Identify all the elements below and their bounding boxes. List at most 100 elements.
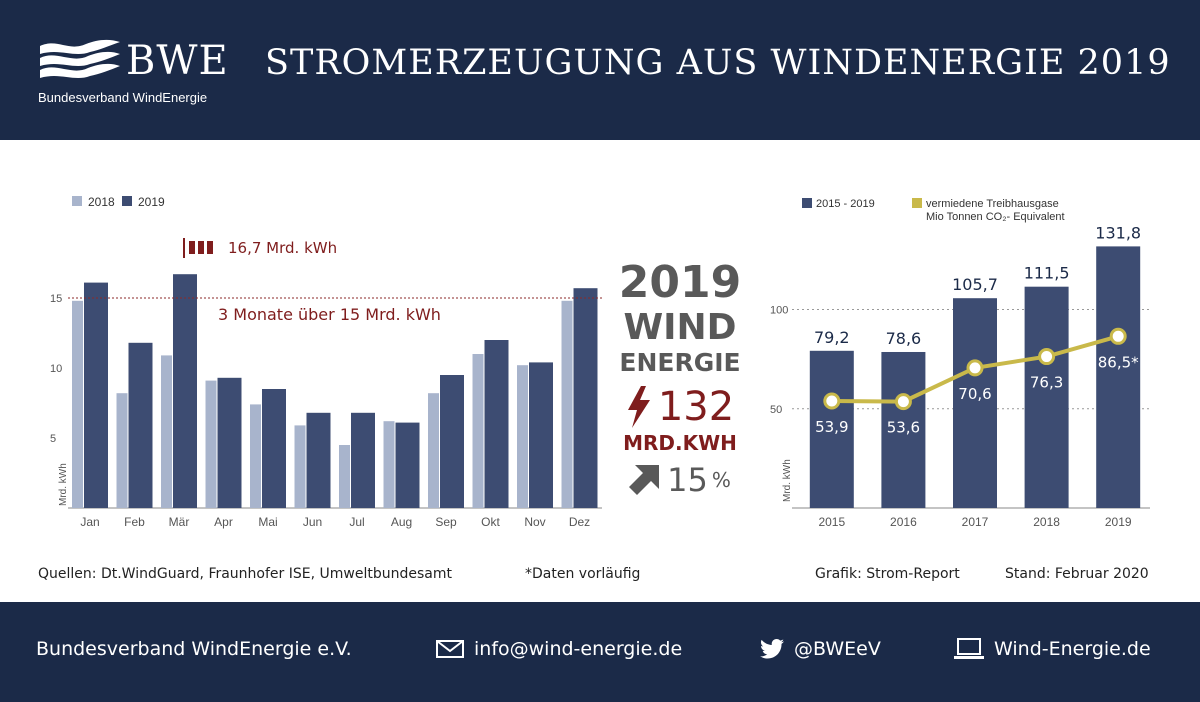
x-tick-label: Okt — [481, 515, 500, 529]
footer-email: info@wind-energie.de — [474, 638, 683, 660]
left-ylabel: Mrd. kWh — [58, 463, 69, 506]
bar-2019 — [529, 362, 553, 508]
bar-2018 — [116, 393, 128, 508]
x-tick-label: Jun — [303, 515, 322, 529]
bar-2019 — [573, 288, 598, 508]
x-tick-label: Dez — [569, 515, 590, 529]
bar-2019 — [217, 377, 242, 508]
bar-2018 — [517, 365, 528, 508]
envelope-icon — [436, 640, 464, 658]
legend-annual: 2015 - 2019 vermiedene Treibhausgase Mio… — [802, 198, 1065, 223]
logo-text: BWE — [126, 38, 229, 84]
footer-email-item[interactable]: info@wind-energie.de — [436, 638, 682, 660]
bar-2019 — [128, 342, 153, 508]
legend-swatch-2018 — [72, 196, 82, 206]
x-tick-label: Jan — [80, 515, 99, 529]
x-tick-label: 2019 — [1105, 515, 1132, 529]
growth-value: 15 — [667, 461, 708, 499]
bar-value-label: 79,2 — [814, 328, 850, 347]
legend-swatch-bars — [802, 198, 812, 208]
right-line-series — [823, 327, 1127, 411]
y-tick-label: 50 — [770, 404, 782, 416]
bar-2019 — [84, 282, 108, 508]
legend-label-line: vermiedene Treibhausgase — [926, 198, 1059, 210]
legend-label-2019: 2019 — [138, 195, 165, 209]
x-tick-label: Jul — [349, 515, 364, 529]
logo-subtitle: Bundesverband WindEnergie — [38, 90, 208, 105]
big-year: 2019 — [618, 257, 742, 308]
legend-monthly: 2018 2019 — [72, 195, 165, 209]
right-tick-labels: 50 100 79,2 2015 78,6 2016 105,7 2017 111,5 2018 1… — [770, 223, 1141, 529]
preliminary-note: *Daten vorläufig — [525, 566, 641, 582]
ghg-point — [894, 393, 912, 411]
bar-2018 — [383, 421, 395, 508]
ghg-point — [823, 392, 841, 410]
bar-annual — [881, 351, 926, 508]
turbine-icon — [183, 238, 213, 258]
growth-unit: % — [711, 468, 731, 492]
bar-2019 — [262, 389, 286, 508]
big-value: 132 — [657, 384, 735, 430]
left-bars — [72, 274, 598, 508]
y-tick-label: 100 — [770, 305, 788, 317]
date-stand: Stand: Februar 2020 — [1005, 566, 1149, 582]
bar-value-label: 111,5 — [1024, 264, 1070, 283]
ghg-point — [966, 359, 984, 377]
big-wind: WIND — [623, 307, 737, 348]
header-banner: BWE Bundesverband WindEnergie STROMERZEU… — [0, 0, 1200, 140]
ghg-value-label: 86,5* — [1098, 353, 1139, 371]
ghg-value-label: 53,9 — [815, 418, 848, 436]
bar-annual — [1096, 246, 1141, 508]
x-tick-label: Sep — [435, 515, 457, 529]
footer-banner: Bundesverband WindEnergie e.V. info@wind… — [0, 602, 1200, 702]
x-tick-label: Feb — [124, 515, 145, 529]
bar-2018 — [472, 354, 484, 508]
x-tick-label: Mai — [258, 515, 277, 529]
bar-value-label: 105,7 — [952, 275, 998, 294]
bar-2019 — [484, 340, 509, 508]
x-tick-label: Apr — [214, 515, 233, 529]
footer-twitter-item[interactable]: @BWEeV — [760, 638, 881, 660]
twitter-bird-icon — [760, 639, 784, 659]
bar-2018 — [428, 393, 439, 508]
lightning-bolt-icon — [627, 386, 650, 428]
threshold-label: 3 Monate über 15 Mrd. kWh — [218, 305, 441, 324]
left-tick-labels: 5 10 15 Jan Feb Mär Apr Mai Jun Jul Aug Sep Okt Nov De… — [50, 293, 590, 529]
x-tick-label: 2015 — [818, 515, 845, 529]
x-tick-label: 2016 — [890, 515, 917, 529]
footer-web-item[interactable]: Wind-Energie.de — [954, 638, 1151, 660]
laptop-icon — [954, 638, 984, 659]
bar-2019 — [351, 412, 375, 508]
legend-swatch-line — [912, 198, 922, 208]
peak-label: 16,7 Mrd. kWh — [228, 239, 337, 257]
big-stat-panel: 2019 WIND ENERGIE 132 MRD.KWH 15 % — [612, 257, 748, 499]
sources-text: Quellen: Dt.WindGuard, Fraunhofer ISE, U… — [38, 566, 452, 582]
footer-web: Wind-Energie.de — [994, 638, 1151, 660]
bar-2019 — [306, 412, 331, 508]
ghg-value-label: 70,6 — [958, 385, 991, 403]
bar-2018 — [250, 404, 261, 508]
ghg-point — [1109, 327, 1127, 345]
bar-2018 — [561, 300, 573, 508]
ghg-point — [1038, 348, 1056, 366]
bar-value-label: 78,6 — [886, 329, 922, 348]
bwe-logo: BWE Bundesverband WindEnergie — [38, 36, 228, 116]
y-tick-label: 15 — [50, 293, 62, 305]
bar-2018 — [161, 355, 172, 508]
legend-label-2018: 2018 — [88, 195, 115, 209]
y-tick-label: 10 — [50, 363, 62, 375]
y-tick-label: 5 — [50, 433, 56, 445]
x-tick-label: 2017 — [962, 515, 989, 529]
ghg-value-label: 53,6 — [887, 419, 920, 437]
bar-2018 — [205, 380, 217, 508]
right-bars — [809, 246, 1141, 508]
big-value-row: 132 — [612, 384, 748, 430]
wind-flag-icon — [40, 39, 120, 78]
bar-2018 — [72, 300, 83, 508]
bar-annual — [953, 298, 997, 508]
x-tick-label: Nov — [524, 515, 545, 529]
x-tick-label: Aug — [391, 515, 412, 529]
legend-label-bars: 2015 - 2019 — [816, 198, 875, 210]
big-unit: MRD.KWH — [623, 431, 737, 455]
bar-2018 — [339, 445, 350, 508]
